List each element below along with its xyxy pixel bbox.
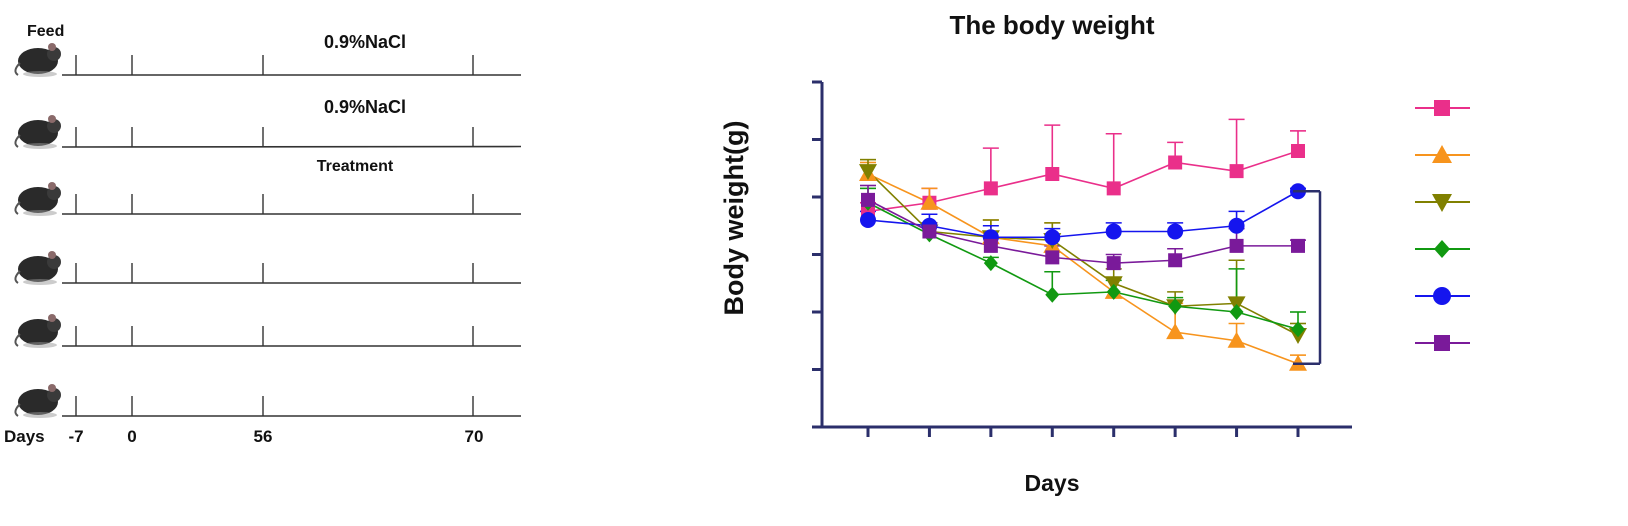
day-tick-56: 56	[254, 427, 273, 446]
data-point	[1227, 331, 1246, 348]
data-point	[1291, 321, 1305, 338]
chart-title: The body weight	[949, 10, 1154, 40]
data-point	[1166, 323, 1185, 340]
mouse-tail	[14, 134, 21, 148]
legend-marker	[1434, 100, 1450, 116]
mouse-icon	[14, 115, 61, 149]
data-point	[1045, 167, 1060, 181]
series-line-d-gal-g4	[867, 199, 1298, 264]
series-line-d-gal-g2	[867, 202, 1299, 331]
legend-marker	[1433, 287, 1451, 305]
mouse-tail	[14, 201, 21, 215]
treatment-label: Treatment	[317, 158, 394, 175]
mouse-tail	[14, 403, 21, 417]
series-line-d-gal-g1	[867, 170, 1299, 336]
data-point	[1229, 164, 1244, 179]
data-point	[1106, 181, 1121, 196]
data-point	[1105, 223, 1122, 240]
day-tick-0: 0	[127, 427, 136, 446]
mouse-ear	[48, 314, 56, 322]
data-point	[1291, 238, 1305, 253]
legend-marker	[1434, 335, 1450, 351]
day-tick-minus7: -7	[68, 427, 83, 446]
legend-marker	[1434, 240, 1450, 258]
mouse-tail	[14, 270, 21, 284]
series-line-d-gal	[867, 173, 1299, 365]
body-weight-chart: The body weight Body weight(g) Days	[719, 10, 1470, 496]
mouse-shadow	[23, 279, 57, 285]
mouse-tail	[14, 62, 21, 76]
mouse-icon	[14, 182, 61, 216]
nacl-label-dgal: 0.9%NaCl	[324, 97, 406, 117]
mouse-shadow	[23, 210, 57, 216]
mouse-icon	[14, 43, 61, 77]
mouse-shadow	[23, 71, 57, 77]
mouse-icon	[14, 314, 61, 348]
data-point	[983, 255, 998, 272]
mouse-tail	[14, 333, 21, 347]
experimental-schematic: Feed 0.9%NaCl 0.9%NaCl Treatment Days -7…	[4, 23, 522, 446]
legend-marker	[1432, 145, 1452, 163]
data-point	[1229, 238, 1244, 253]
series-line-control	[867, 150, 1299, 213]
data-point	[1168, 253, 1183, 268]
timeline-line	[61, 145, 522, 148]
data-point	[1291, 144, 1305, 158]
y-axis-label: Body weight(g)	[719, 121, 749, 316]
day-tick-70: 70	[465, 427, 484, 446]
days-axis-label: Days	[4, 427, 45, 446]
x-axis-label: Days	[1025, 470, 1080, 496]
data-point	[859, 164, 877, 181]
data-point	[1106, 256, 1121, 271]
mouse-ear	[48, 182, 56, 190]
data-point	[860, 212, 876, 228]
data-point	[1167, 223, 1184, 240]
mouse-shadow	[23, 412, 57, 418]
data-point	[922, 224, 937, 239]
series-line-d-gal-g3	[867, 190, 1299, 239]
mouse-ear	[48, 43, 56, 51]
data-point	[1168, 155, 1183, 170]
mouse-ear	[48, 384, 56, 392]
data-point	[1168, 298, 1183, 315]
nacl-label-control: 0.9%NaCl	[324, 32, 406, 52]
mouse-ear	[48, 251, 56, 259]
mouse-icon	[14, 251, 61, 285]
data-point	[1228, 217, 1245, 234]
data-point	[983, 181, 998, 196]
data-point	[920, 193, 939, 210]
mouse-shadow	[23, 342, 57, 348]
mouse-shadow	[23, 143, 57, 149]
mouse-ear	[48, 115, 56, 123]
feed-label: Feed	[27, 23, 64, 40]
mouse-icon	[14, 384, 61, 418]
data-point	[1044, 229, 1061, 246]
data-point	[1045, 286, 1060, 303]
data-point	[861, 192, 875, 207]
data-point	[1106, 283, 1121, 300]
data-point	[1229, 304, 1244, 320]
legend-marker	[1432, 194, 1452, 212]
data-point	[1045, 250, 1060, 265]
data-point	[983, 238, 998, 253]
